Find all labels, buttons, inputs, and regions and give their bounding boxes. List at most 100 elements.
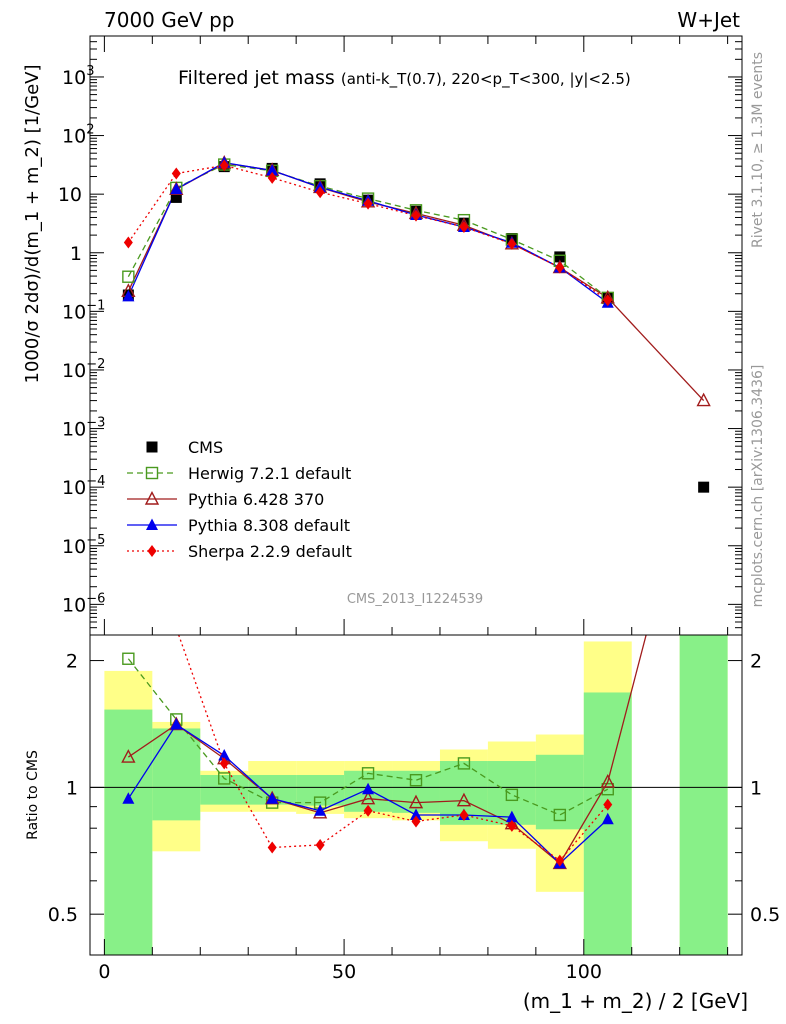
ratio-ytick-label: 1: [66, 777, 78, 799]
main-title-sub: (anti-k_T(0.7), 220<p_T<300, |y|<2.5): [341, 70, 631, 89]
ratio-point: [362, 782, 375, 795]
ratio-point: [456, 792, 472, 807]
green-band-1: [152, 728, 201, 821]
legend-marker: [145, 466, 159, 480]
main-line-3: [127, 161, 609, 304]
main-point: [315, 186, 325, 199]
xtick-label: 0: [98, 961, 110, 983]
main-point: [123, 236, 133, 249]
ratio-point: [411, 815, 421, 828]
main-point: [696, 392, 711, 407]
main-ytick-label: 102: [62, 123, 94, 148]
main-point: [459, 221, 469, 234]
ratio-point: [315, 838, 325, 851]
ratio-ytick-label: 2: [66, 651, 78, 673]
legend-label: Pythia 6.428 370: [188, 490, 324, 509]
main-point: [363, 197, 373, 210]
ratio-point: [121, 749, 136, 763]
ratio-line-3: [178, 635, 609, 862]
ratio-point: [361, 767, 375, 780]
ratio-point: [555, 854, 565, 867]
main-title-main: Filtered jet mass: [178, 67, 335, 89]
main-series: [121, 155, 711, 493]
xtick-label: 100: [566, 961, 602, 983]
ratio-point: [267, 841, 277, 854]
legend-label: CMS: [188, 438, 223, 457]
legend-marker: [144, 490, 160, 505]
ratio-point: [122, 652, 135, 665]
ratio-point: [601, 812, 614, 825]
x-axis: 0 50 100: [98, 36, 729, 983]
ratio-y-axis: 0.5 0.5 1 1 2 2: [48, 651, 780, 927]
legend-marker: [147, 545, 157, 557]
x-axis-label: (m_1 + m_2) / 2 [GeV]: [523, 989, 748, 1013]
main-ytick-label: 10−4: [62, 474, 105, 499]
ratio-point: [459, 808, 469, 821]
green-band-2: [200, 774, 249, 805]
main-point: [171, 167, 181, 180]
main-point: [219, 159, 229, 172]
ratio-point: [363, 804, 373, 817]
green-band-9: [535, 754, 584, 830]
header-right: W+Jet: [677, 8, 740, 32]
ratio-point: [507, 819, 517, 832]
main-point: [603, 294, 613, 307]
main-ytick-label: 103: [62, 64, 94, 89]
ratio-point: [219, 757, 229, 770]
main-point: [122, 289, 135, 302]
main-y-label: 1000/σ 2dσ)/d(m_1 + m_2) [1/GeV]: [22, 65, 43, 384]
ratio-y-label: Ratio to CMS: [25, 750, 41, 840]
main-line-2: [127, 162, 705, 402]
main-title: Filtered jet mass (anti-k_T(0.7), 220<p_…: [178, 67, 631, 89]
main-line-4: [127, 164, 609, 301]
ratio-ytick-label-right: 2: [750, 651, 762, 673]
main-point: [170, 182, 183, 195]
main-point: [266, 164, 279, 176]
ratio-point: [505, 788, 519, 802]
rivet-label: Rivet 3.1.10, ≥ 1.3M events: [750, 52, 766, 248]
ratio-ytick-label-right: 0.5: [750, 904, 780, 926]
ratio-point: [360, 790, 376, 805]
legend-label: Pythia 8.308 default: [188, 516, 350, 535]
main-ytick-label: 10−6: [62, 591, 105, 616]
ratio-frame: [89, 634, 743, 956]
main-ytick-label: 10−2: [62, 357, 105, 382]
ratio-point: [600, 773, 615, 788]
ratio-series: [121, 635, 647, 870]
ratio-point: [314, 804, 327, 816]
legend-label: Herwig 7.2.1 default: [188, 464, 351, 483]
main-point: [170, 191, 182, 203]
green-band-11: [679, 635, 728, 955]
ratio-point: [603, 798, 613, 811]
ratio-line-1: [127, 635, 647, 865]
ratio-ytick-label-right: 1: [750, 777, 762, 799]
main-point: [555, 261, 565, 274]
legend-marker: [146, 518, 158, 530]
ratio-point: [553, 808, 567, 822]
main-point: [554, 251, 566, 263]
analysis-watermark: CMS_2013_I1224539: [347, 592, 483, 607]
green-band-4: [296, 774, 345, 806]
ratio-point: [122, 792, 135, 804]
main-point: [507, 237, 517, 250]
main-point: [122, 270, 135, 283]
ratio-point: [218, 772, 231, 785]
main-ytick-label: 10: [58, 184, 82, 206]
legend-label: Sherpa 2.2.9 default: [188, 542, 352, 561]
ratio-point: [408, 794, 424, 809]
ratio-point: [266, 792, 279, 804]
main-line-1: [127, 163, 609, 299]
ratio-ytick-label: 0.5: [48, 904, 78, 926]
ratio-point: [409, 773, 423, 787]
xtick-label: 50: [332, 961, 356, 983]
main-ytick-label: 10−1: [62, 298, 105, 323]
main-ytick-label: 10−5: [62, 533, 105, 558]
ratio-point: [505, 810, 518, 823]
ratio-point: [457, 757, 471, 770]
main-ytick-label: 10−3: [62, 416, 105, 441]
header-left: 7000 GeV pp: [104, 8, 235, 32]
legend-marker: [146, 441, 158, 453]
ratio-point: [218, 749, 231, 761]
